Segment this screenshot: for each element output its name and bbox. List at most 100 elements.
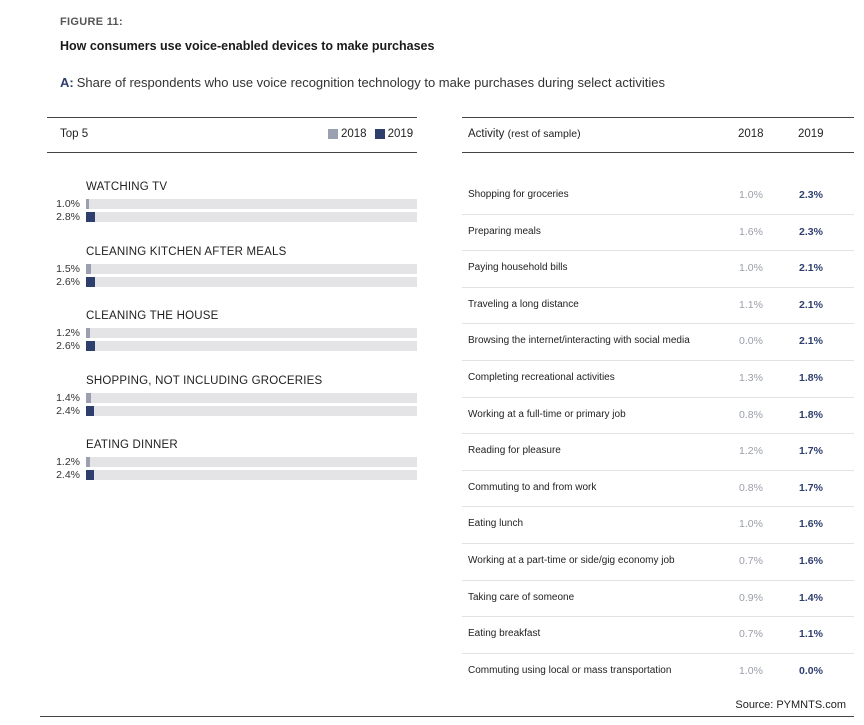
table-cell-2019: 1.6% bbox=[799, 555, 823, 567]
bar-2018 bbox=[86, 392, 91, 403]
table-cell-2019: 0.0% bbox=[799, 664, 823, 677]
table-cell-2018: 1.2% bbox=[739, 445, 763, 458]
table-cell-2018: 0.8% bbox=[739, 408, 763, 421]
bar-2019 bbox=[86, 405, 94, 416]
bar-track bbox=[86, 392, 417, 403]
table-cell-activity: Eating lunch bbox=[468, 518, 524, 530]
table-cell-2019: 1.7% bbox=[799, 481, 823, 494]
bar-2018 bbox=[86, 328, 90, 338]
data-label-2018: 1.2% bbox=[56, 456, 80, 468]
bar-2019 bbox=[86, 470, 94, 480]
bar-track bbox=[86, 470, 417, 480]
bottom-rule bbox=[40, 716, 854, 717]
bar-track bbox=[86, 328, 417, 338]
right-header-rule bbox=[462, 152, 854, 153]
data-label-2018: 1.2% bbox=[56, 327, 80, 339]
bar-2019 bbox=[86, 341, 95, 351]
left-top-rule bbox=[47, 117, 417, 118]
table-row-divider bbox=[462, 470, 854, 471]
table-cell-activity: Preparing meals bbox=[468, 225, 541, 237]
table-header-activity-note: (rest of sample) bbox=[507, 128, 581, 140]
bar-2019 bbox=[86, 212, 95, 222]
table-row-divider bbox=[462, 397, 854, 398]
table-cell-activity: Browsing the internet/interacting with s… bbox=[468, 335, 690, 347]
table-row-divider bbox=[462, 506, 854, 507]
table-cell-2019: 2.3% bbox=[799, 189, 823, 201]
table-header-2019: 2019 bbox=[798, 128, 824, 140]
legend-item-2018: 2018 bbox=[328, 128, 367, 140]
table-row-divider bbox=[462, 214, 854, 215]
table-cell-2018: 0.7% bbox=[739, 628, 763, 641]
category-label: WATCHING TV bbox=[86, 181, 168, 193]
table-cell-2019: 1.1% bbox=[799, 628, 823, 641]
bar-track bbox=[86, 199, 417, 209]
legend-swatch-2018 bbox=[328, 129, 338, 139]
table-row-divider bbox=[462, 250, 854, 251]
data-label-2019: 2.6% bbox=[56, 275, 80, 288]
table-cell-activity: Paying household bills bbox=[468, 262, 568, 274]
table-row-divider bbox=[462, 433, 854, 434]
data-label-2018: 1.0% bbox=[56, 198, 80, 210]
table-cell-activity: Working at a full-time or primary job bbox=[468, 408, 626, 420]
table-cell-activity: Reading for pleasure bbox=[468, 445, 561, 457]
legend-swatch-2019 bbox=[374, 129, 385, 139]
data-label-2019: 2.4% bbox=[56, 404, 80, 417]
table-cell-2019: 2.1% bbox=[799, 335, 823, 348]
category-label: EATING DINNER bbox=[86, 439, 178, 451]
bar-track bbox=[86, 457, 417, 467]
table-cell-2019: 1.8% bbox=[799, 372, 823, 384]
subtitle-tag: A: bbox=[60, 75, 74, 90]
bar-track bbox=[86, 341, 417, 351]
category-label: CLEANING THE HOUSE bbox=[86, 310, 219, 322]
table-cell-2019: 2.3% bbox=[799, 225, 823, 238]
figure-title: How consumers use voice-enabled devices … bbox=[60, 39, 435, 53]
table-cell-2019: 2.1% bbox=[799, 262, 823, 275]
table-cell-activity: Commuting using local or mass transporta… bbox=[468, 664, 672, 676]
table-cell-activity: Commuting to and from work bbox=[468, 481, 597, 493]
bar-2019 bbox=[86, 276, 95, 287]
chart-legend: 2018 2019 bbox=[328, 128, 421, 140]
table-cell-2018: 1.6% bbox=[739, 225, 763, 238]
bar-track bbox=[86, 405, 417, 416]
table-cell-2019: 1.8% bbox=[799, 408, 823, 421]
source-note: Source: PYMNTS.com bbox=[735, 699, 846, 711]
table-cell-2018: 1.0% bbox=[739, 664, 763, 677]
table-row-divider bbox=[462, 323, 854, 324]
table-cell-activity: Completing recreational activities bbox=[468, 372, 615, 383]
table-row-divider bbox=[462, 653, 854, 654]
table-cell-2018: 0.9% bbox=[739, 591, 763, 604]
category-label: CLEANING KITCHEN AFTER MEALS bbox=[86, 245, 287, 258]
table-cell-activity: Eating breakfast bbox=[468, 628, 541, 640]
table-cell-2019: 2.1% bbox=[799, 298, 823, 311]
table-cell-2018: 1.0% bbox=[739, 189, 763, 201]
table-cell-2018: 1.3% bbox=[739, 372, 763, 384]
table-cell-activity: Traveling a long distance bbox=[468, 298, 579, 310]
bar-2018 bbox=[86, 457, 90, 467]
table-header-2018: 2018 bbox=[738, 128, 764, 140]
left-panel-header: Top 5 bbox=[60, 128, 89, 140]
data-label-2018: 1.4% bbox=[56, 391, 80, 404]
figure-label: FIGURE 11: bbox=[60, 16, 123, 28]
bar-track bbox=[86, 276, 417, 287]
subtitle-text: Share of respondents who use voice recog… bbox=[76, 75, 665, 90]
bar-track bbox=[86, 212, 417, 222]
data-label-2018: 1.5% bbox=[56, 262, 80, 275]
legend-item-2019: 2019 bbox=[374, 128, 413, 140]
data-label-2019: 2.8% bbox=[56, 211, 80, 223]
table-cell-activity: Taking care of someone bbox=[468, 591, 575, 603]
table-cell-activity: Shopping for groceries bbox=[468, 189, 569, 200]
table-row-divider bbox=[462, 543, 854, 544]
left-header-rule bbox=[47, 152, 417, 153]
legend-label-2018: 2018 bbox=[341, 128, 367, 140]
figure-subtitle: A: Share of respondents who use voice rec… bbox=[60, 75, 665, 90]
table-cell-2018: 1.1% bbox=[739, 298, 763, 311]
table-row-divider bbox=[462, 580, 854, 581]
table-cell-2018: 1.0% bbox=[739, 262, 763, 275]
table-cell-2018: 0.8% bbox=[739, 481, 763, 494]
table-row-divider bbox=[462, 287, 854, 288]
bar-track bbox=[86, 263, 417, 274]
bar-2018 bbox=[86, 199, 89, 209]
right-top-rule bbox=[462, 117, 854, 118]
table-cell-2019: 1.7% bbox=[799, 445, 823, 458]
table-row-divider bbox=[462, 616, 854, 617]
